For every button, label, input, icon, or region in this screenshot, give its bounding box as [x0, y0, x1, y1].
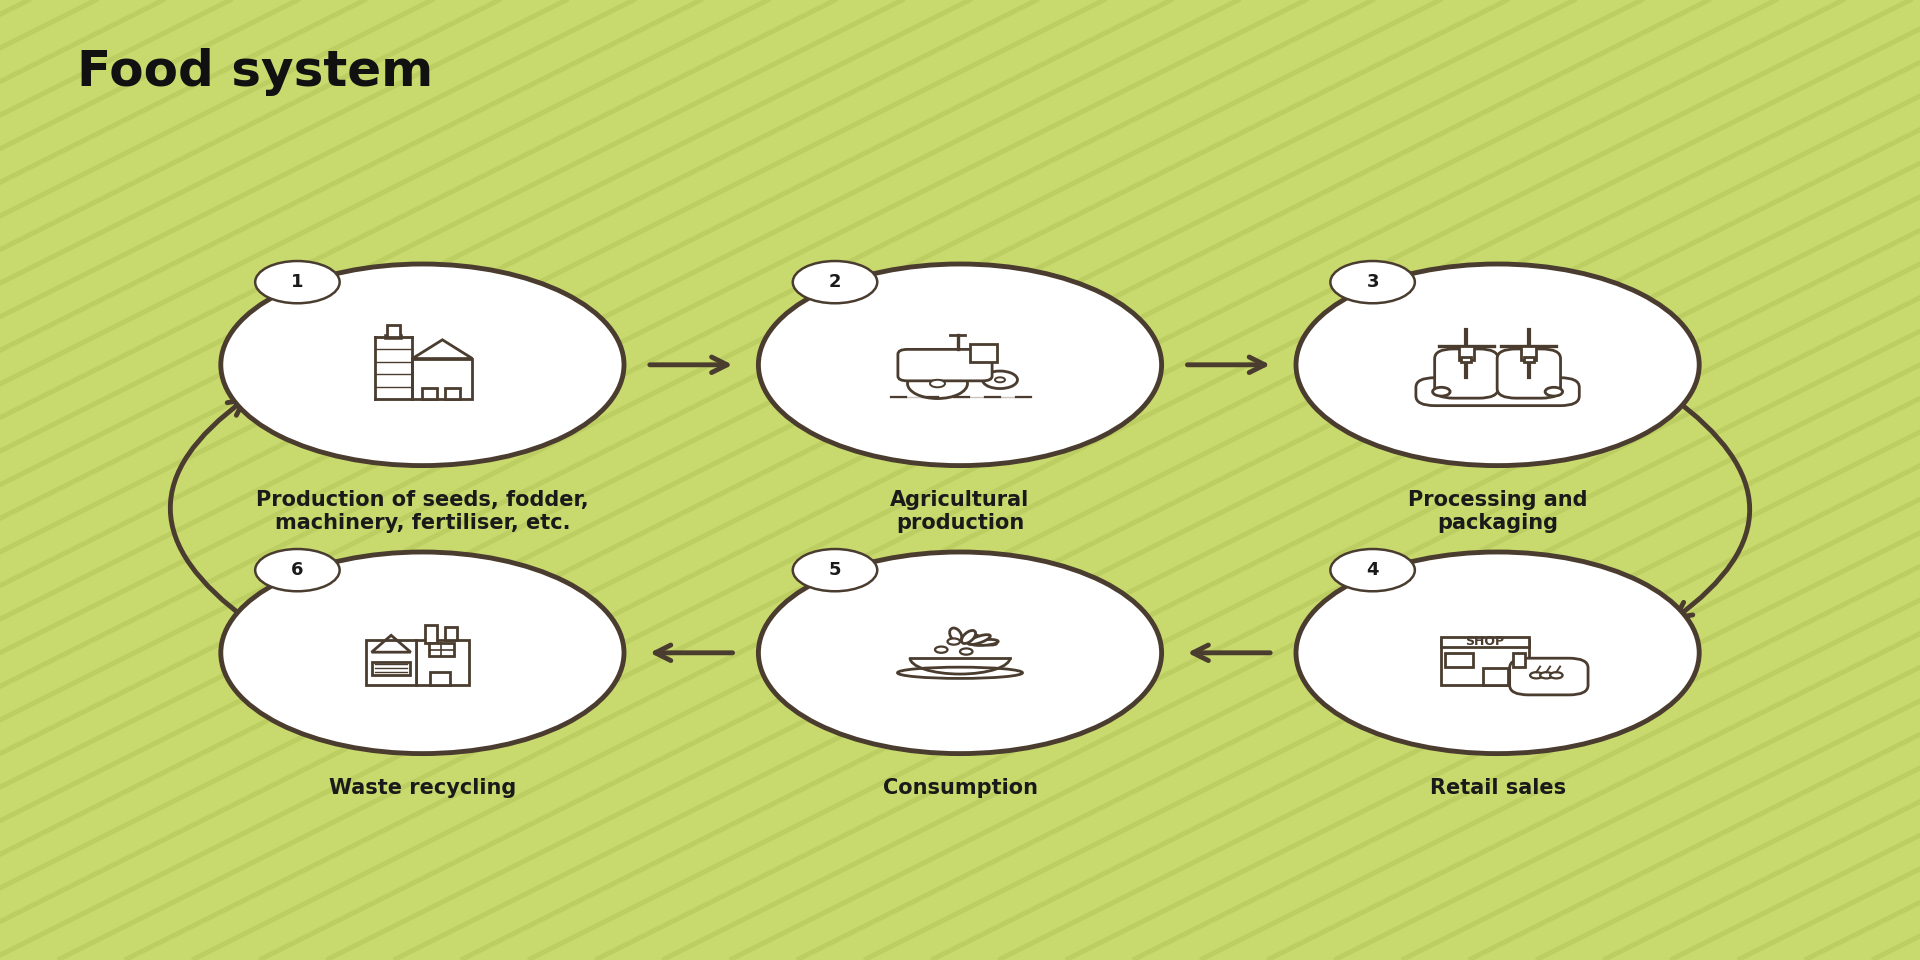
FancyArrowPatch shape: [1192, 645, 1271, 660]
Text: Food system: Food system: [77, 48, 434, 96]
Bar: [1459, 346, 1475, 360]
Ellipse shape: [897, 667, 1023, 679]
Circle shape: [1530, 672, 1542, 679]
Bar: [1442, 640, 1528, 685]
Text: 2: 2: [829, 274, 841, 291]
Circle shape: [758, 264, 1162, 466]
Circle shape: [1331, 549, 1415, 591]
FancyBboxPatch shape: [1509, 659, 1588, 695]
Circle shape: [983, 372, 1018, 389]
Circle shape: [995, 377, 1004, 382]
Bar: [430, 672, 449, 685]
Circle shape: [1549, 672, 1563, 679]
Circle shape: [793, 261, 877, 303]
Circle shape: [1540, 672, 1553, 679]
Circle shape: [1296, 552, 1699, 754]
Bar: [1521, 346, 1536, 360]
Text: Production of seeds, fodder,
machinery, fertiliser, etc.: Production of seeds, fodder, machinery, …: [255, 490, 589, 533]
Bar: [417, 640, 468, 685]
Circle shape: [758, 552, 1162, 754]
Bar: [388, 325, 399, 337]
Bar: [1461, 357, 1471, 362]
FancyBboxPatch shape: [1415, 377, 1580, 406]
Circle shape: [1296, 264, 1699, 466]
Bar: [372, 662, 409, 675]
FancyBboxPatch shape: [1498, 348, 1561, 398]
Text: 5: 5: [829, 562, 841, 579]
Ellipse shape: [968, 635, 991, 644]
Circle shape: [1432, 387, 1450, 396]
Circle shape: [255, 261, 340, 303]
FancyArrowPatch shape: [655, 645, 733, 660]
Circle shape: [908, 369, 968, 398]
FancyArrowPatch shape: [1670, 396, 1749, 617]
Bar: [422, 388, 438, 399]
FancyBboxPatch shape: [899, 349, 993, 381]
Bar: [970, 345, 998, 362]
Ellipse shape: [966, 633, 985, 644]
Bar: [445, 388, 461, 399]
Bar: [1442, 636, 1528, 646]
Circle shape: [1331, 261, 1415, 303]
Bar: [428, 643, 453, 656]
Text: Retail sales: Retail sales: [1430, 778, 1565, 798]
Circle shape: [221, 552, 624, 754]
Bar: [445, 627, 457, 640]
Text: SHOP: SHOP: [1465, 636, 1505, 648]
Circle shape: [221, 264, 624, 466]
Text: 4: 4: [1367, 562, 1379, 579]
Text: Agricultural
production: Agricultural production: [891, 490, 1029, 533]
Text: Processing and
packaging: Processing and packaging: [1407, 490, 1588, 533]
Text: Waste recycling: Waste recycling: [328, 778, 516, 798]
Text: 6: 6: [292, 562, 303, 579]
Circle shape: [935, 646, 947, 653]
Ellipse shape: [962, 631, 975, 643]
FancyBboxPatch shape: [1434, 348, 1498, 398]
Ellipse shape: [970, 638, 996, 645]
Circle shape: [255, 549, 340, 591]
Bar: [424, 625, 438, 643]
FancyArrowPatch shape: [649, 357, 728, 372]
Circle shape: [960, 648, 973, 655]
Polygon shape: [413, 340, 472, 358]
Circle shape: [929, 380, 945, 387]
Circle shape: [1546, 387, 1563, 396]
Bar: [1446, 653, 1473, 666]
Text: 1: 1: [292, 274, 303, 291]
Bar: [413, 358, 472, 399]
Bar: [367, 640, 417, 685]
Text: 3: 3: [1367, 274, 1379, 291]
FancyArrowPatch shape: [1187, 357, 1265, 372]
Circle shape: [947, 638, 960, 645]
Circle shape: [793, 549, 877, 591]
Text: Consumption: Consumption: [883, 778, 1037, 798]
Bar: [1513, 653, 1524, 666]
Bar: [1482, 668, 1507, 685]
Ellipse shape: [950, 628, 962, 641]
Ellipse shape: [972, 639, 998, 645]
Bar: [1524, 357, 1534, 362]
FancyArrowPatch shape: [171, 400, 250, 621]
